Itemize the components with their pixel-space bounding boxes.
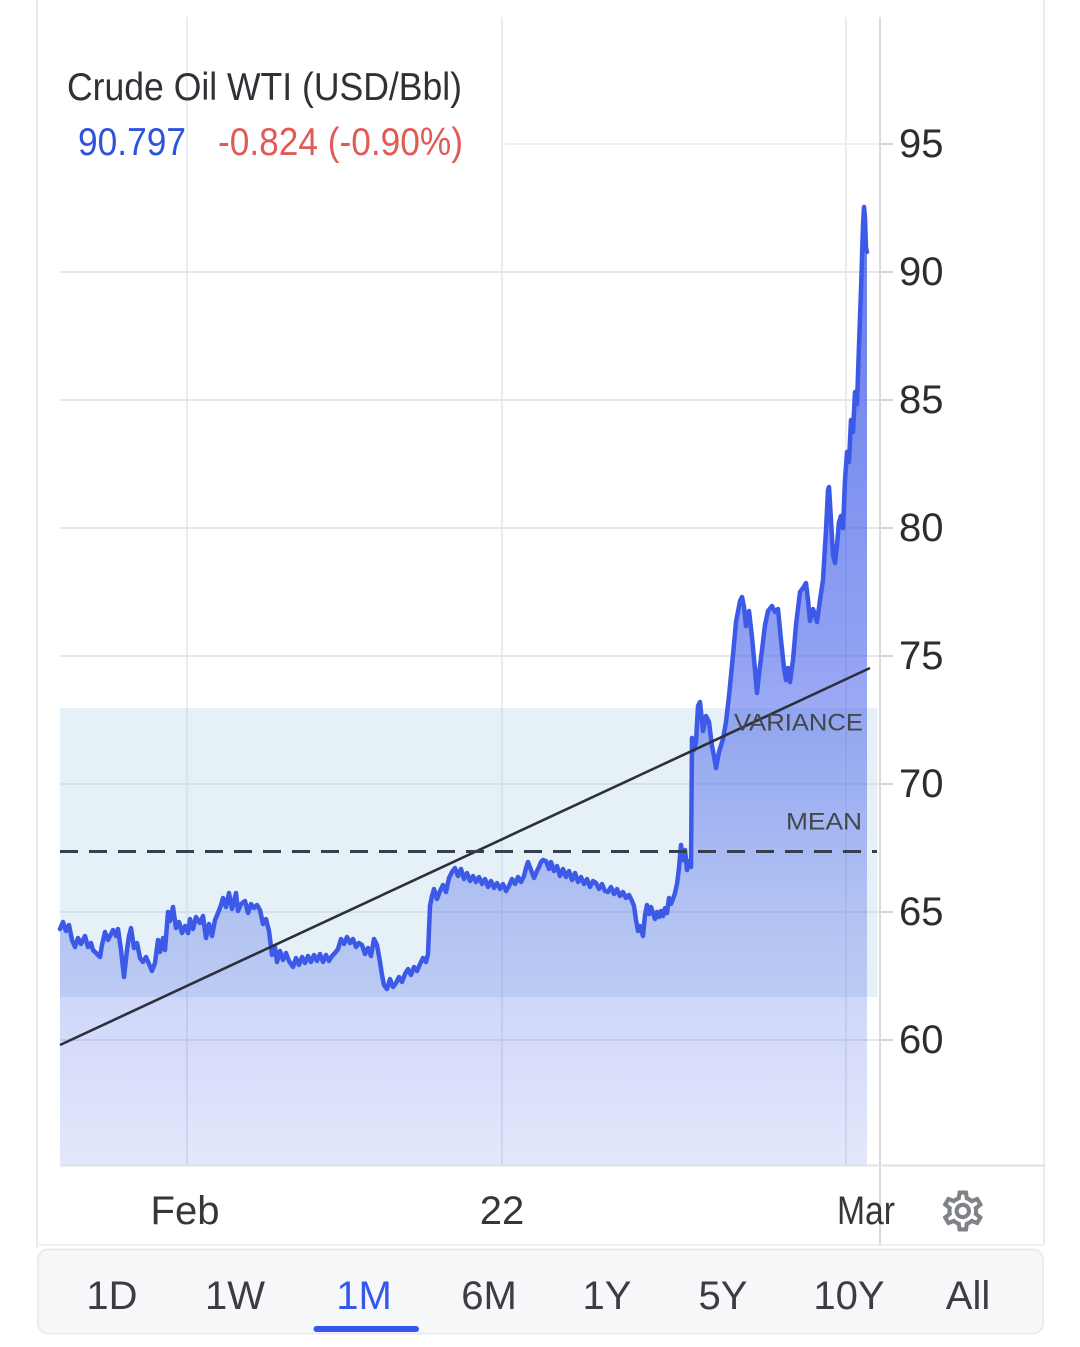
svg-text:90.797: 90.797 <box>78 121 186 164</box>
svg-text:1D: 1D <box>86 1274 137 1318</box>
svg-text:6M: 6M <box>461 1274 517 1318</box>
svg-text:1M: 1M <box>336 1274 392 1318</box>
svg-text:MEAN: MEAN <box>786 809 862 836</box>
svg-text:Mar: Mar <box>837 1189 895 1233</box>
svg-text:80: 80 <box>899 506 944 550</box>
svg-text:Crude Oil WTI (USD/Bbl): Crude Oil WTI (USD/Bbl) <box>67 66 462 109</box>
svg-text:90: 90 <box>899 250 944 294</box>
svg-text:95: 95 <box>899 122 944 166</box>
svg-text:1W: 1W <box>205 1274 265 1318</box>
svg-text:VARIANCE: VARIANCE <box>734 710 863 737</box>
svg-text:60: 60 <box>899 1018 944 1062</box>
svg-text:65: 65 <box>899 890 944 934</box>
svg-text:Feb: Feb <box>151 1189 220 1233</box>
svg-text:22: 22 <box>480 1189 525 1233</box>
svg-text:75: 75 <box>899 634 944 678</box>
svg-text:10Y: 10Y <box>813 1274 884 1318</box>
svg-text:-0.824 (-0.90%): -0.824 (-0.90%) <box>218 121 463 164</box>
svg-text:70: 70 <box>899 762 944 806</box>
svg-text:1Y: 1Y <box>583 1274 632 1318</box>
svg-text:85: 85 <box>899 378 944 422</box>
svg-text:5Y: 5Y <box>699 1274 748 1318</box>
svg-text:All: All <box>946 1274 990 1318</box>
